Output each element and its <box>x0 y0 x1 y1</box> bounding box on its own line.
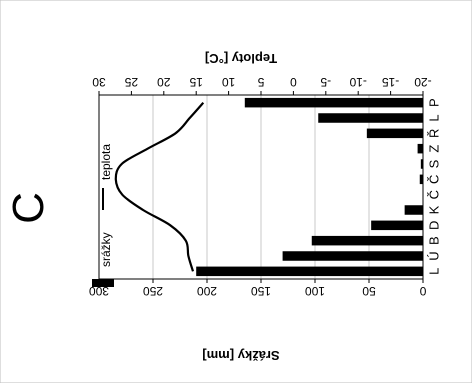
top-axis-title: Teploty [°C] <box>205 51 277 66</box>
top-tick-label: -5 <box>320 75 331 89</box>
panel-label: C <box>4 192 53 224</box>
bottom-tick-label: 0 <box>419 284 426 298</box>
bar-2 <box>311 235 423 246</box>
bottom-axis-title: Srážky [mm] <box>202 348 279 363</box>
category-label: B <box>426 236 441 245</box>
top-tick-label: 30 <box>92 75 106 89</box>
bottom-tick-label: 100 <box>305 284 325 298</box>
category-label: P <box>426 98 441 107</box>
bottom-tick-label: 250 <box>143 284 163 298</box>
bottom-tick-label: 150 <box>251 284 271 298</box>
category-label: K <box>426 205 441 214</box>
bar-11 <box>244 97 423 108</box>
category-label: Z <box>426 145 441 153</box>
legend: srážky teplota <box>92 144 114 287</box>
legend-bar-swatch <box>92 279 114 287</box>
category-label: S <box>426 159 441 168</box>
line-layer <box>114 101 205 272</box>
category-label: L <box>426 268 441 275</box>
bar-layer <box>196 97 423 277</box>
top-tick-label: 25 <box>124 75 138 89</box>
bar-3 <box>371 220 423 231</box>
grid-layer <box>152 95 370 279</box>
legend-bar-label: srážky <box>99 232 113 267</box>
bar-10 <box>318 113 423 123</box>
bar-1 <box>282 251 423 261</box>
bottom-tick-label: 50 <box>362 284 376 298</box>
top-tick-label: 20 <box>157 75 171 89</box>
top-tick-label: -10 <box>349 75 367 89</box>
category-label: Ř <box>426 129 441 138</box>
bar-7 <box>420 159 423 169</box>
bar-6 <box>419 174 423 185</box>
legend-line-label: teplota <box>99 144 113 180</box>
temperature-line <box>114 101 205 272</box>
category-label: Č <box>426 190 441 199</box>
top-tick-label: -15 <box>382 75 400 89</box>
category-label: D <box>426 221 441 230</box>
bottom-tick-label: 200 <box>197 284 217 298</box>
bar-0 <box>196 266 423 277</box>
top-axis-ticks: 30 25 20 15 10 5 0 -5 -10 -15 -20 <box>92 75 432 95</box>
category-label: L <box>426 114 441 121</box>
top-tick-label: 0 <box>290 75 297 89</box>
top-tick-label: 10 <box>222 75 236 89</box>
top-tick-label: 5 <box>257 75 264 89</box>
category-label: Ú <box>426 251 441 260</box>
top-tick-label: -20 <box>414 75 432 89</box>
bar-8 <box>417 143 423 154</box>
bar-9 <box>366 128 423 139</box>
top-tick-label: 15 <box>189 75 203 89</box>
bottom-axis-ticks: 0 50 100 150 200 250 300 <box>89 279 426 298</box>
bottom-tick-label: 300 <box>89 284 109 298</box>
bar-4 <box>404 205 423 215</box>
category-label: Č <box>426 175 441 184</box>
